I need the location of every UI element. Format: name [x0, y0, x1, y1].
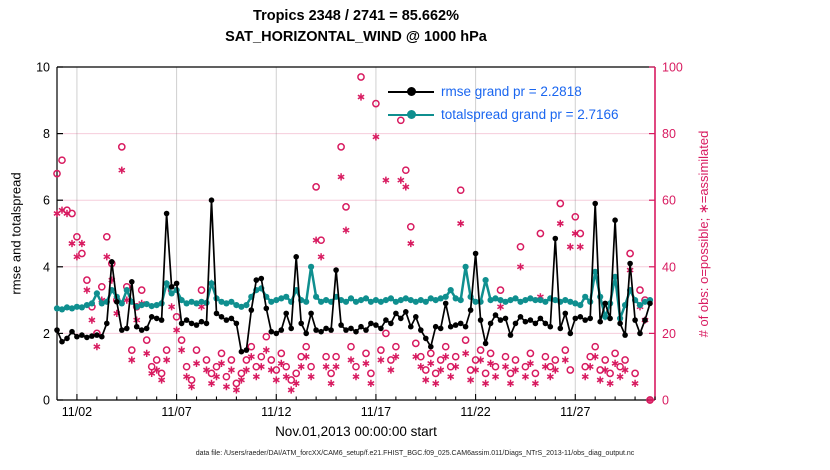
- left-axis-label: rmse and totalspread: [8, 172, 24, 295]
- right-tick-label: 40: [662, 260, 676, 274]
- x-tick-label: 11/17: [361, 405, 391, 419]
- right-tick-label: 60: [662, 194, 676, 208]
- totalspread-line-marker-icon: [388, 110, 434, 119]
- chart-title-line2: SAT_HORIZONTAL_WIND @ 1000 hPa: [225, 29, 487, 45]
- left-tick-label: 2: [43, 327, 50, 341]
- legend: rmse grand pr = 2.2818 totalspread grand…: [388, 80, 619, 126]
- x-tick-label: 11/27: [560, 405, 590, 419]
- left-tick-label: 0: [43, 394, 50, 408]
- rmse-line-marker-icon: [388, 87, 434, 96]
- left-tick-label: 8: [43, 127, 50, 141]
- right-tick-label: 80: [662, 127, 676, 141]
- right-axis-label: # of obs: o=possible; ∗=assimilated: [696, 130, 711, 338]
- x-axis-label: Nov.01,2013 00:00:00 start: [275, 424, 437, 439]
- right-tick-label: 100: [662, 61, 683, 75]
- left-tick-label: 4: [43, 260, 50, 274]
- legend-label-totalspread: totalspread grand pr = 2.7166: [441, 107, 619, 122]
- x-tick-label: 11/22: [460, 405, 490, 419]
- left-tick-label: 6: [43, 194, 50, 208]
- legend-label-rmse: rmse grand pr = 2.2818: [441, 84, 582, 99]
- left-tick-label: 10: [36, 61, 50, 75]
- legend-item-totalspread: totalspread grand pr = 2.7166: [388, 103, 619, 126]
- right-tick-label: 20: [662, 327, 676, 341]
- chart-title-line1: Tropics 2348 / 2741 = 85.662%: [253, 8, 459, 24]
- x-tick-label: 11/02: [62, 405, 92, 419]
- legend-item-rmse: rmse grand pr = 2.2818: [388, 80, 619, 103]
- x-tick-label: 11/07: [161, 405, 191, 419]
- right-tick-label: 0: [662, 394, 669, 408]
- x-tick-label: 11/12: [261, 405, 291, 419]
- data-file-caption: data file: /Users/raeder/DAI/ATM_forcXX/…: [195, 450, 635, 457]
